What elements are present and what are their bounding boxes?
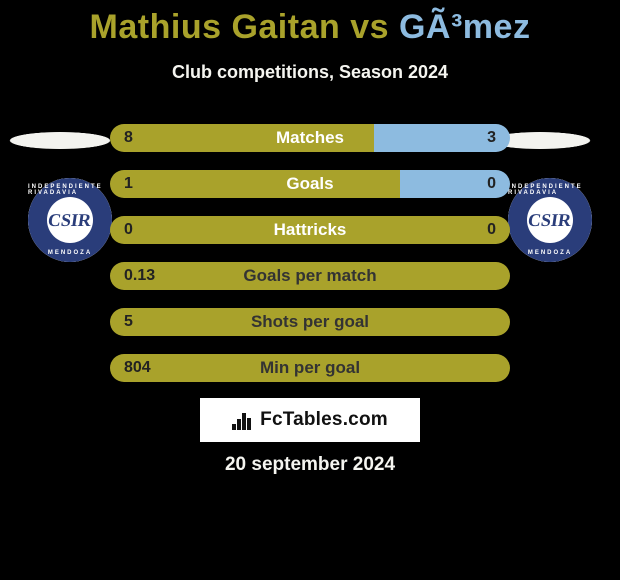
stat-label: Goals per match — [110, 262, 510, 290]
stat-value-right: 3 — [487, 124, 496, 152]
stat-label: Matches — [110, 124, 510, 152]
club-arc-top: INDEPENDIENTE RIVADAVIA — [508, 184, 592, 196]
stat-value-left: 1 — [124, 170, 133, 198]
title-left-name: Mathius Gaitan — [90, 8, 341, 46]
club-monogram: CSIR — [527, 210, 573, 231]
stat-value-right: 0 — [487, 216, 496, 244]
club-arc-bottom: MENDOZA — [528, 250, 572, 256]
brand-chart-icon — [232, 410, 254, 430]
stat-value-left: 5 — [124, 308, 133, 336]
club-monogram: CSIR — [47, 210, 93, 231]
stat-value-left: 0 — [124, 216, 133, 244]
stat-value-left: 8 — [124, 124, 133, 152]
club-badge-right: INDEPENDIENTE RIVADAVIA CSIR MENDOZA — [508, 178, 592, 262]
stat-value-left: 0.13 — [124, 262, 155, 290]
stat-label: Shots per goal — [110, 308, 510, 336]
club-ring: INDEPENDIENTE RIVADAVIA CSIR MENDOZA — [28, 178, 112, 262]
title-right-name: GÃ³mez — [399, 8, 530, 46]
stat-row: Matches8 3 — [110, 124, 510, 152]
stat-value-right: 0 — [487, 170, 496, 198]
title-vs: vs — [350, 8, 389, 46]
club-arc-top: INDEPENDIENTE RIVADAVIA — [28, 184, 112, 196]
brand-text: FcTables.com — [260, 409, 388, 431]
comparison-infographic: Mathius Gaitan vs GÃ³mez Club competitio… — [0, 0, 620, 580]
player-disc-left — [7, 132, 114, 149]
club-ring: INDEPENDIENTE RIVADAVIA CSIR MENDOZA — [508, 178, 592, 262]
brand-plate: FcTables.com — [200, 398, 420, 442]
club-badge-left: INDEPENDIENTE RIVADAVIA CSIR MENDOZA — [28, 178, 112, 262]
page-title: Mathius Gaitan vs GÃ³mez — [0, 8, 620, 47]
stat-row: Hattricks0 0 — [110, 216, 510, 244]
stat-row: Shots per goal5 — [110, 308, 510, 336]
stat-label: Hattricks — [110, 216, 510, 244]
stat-label: Min per goal — [110, 354, 510, 382]
stat-label: Goals — [110, 170, 510, 198]
subtitle: Club competitions, Season 2024 — [0, 62, 620, 83]
comparison-rows: Matches83Goals10Hattricks00Goals per mat… — [110, 124, 510, 400]
stat-row: Goals1 0 — [110, 170, 510, 198]
club-arc-bottom: MENDOZA — [48, 250, 92, 256]
stat-value-left: 804 — [124, 354, 151, 382]
date-text: 20 september 2024 — [0, 454, 620, 476]
stat-row: Min per goal804 — [110, 354, 510, 382]
club-inner: CSIR — [527, 197, 573, 243]
stat-row: Goals per match0.13 — [110, 262, 510, 290]
club-inner: CSIR — [47, 197, 93, 243]
